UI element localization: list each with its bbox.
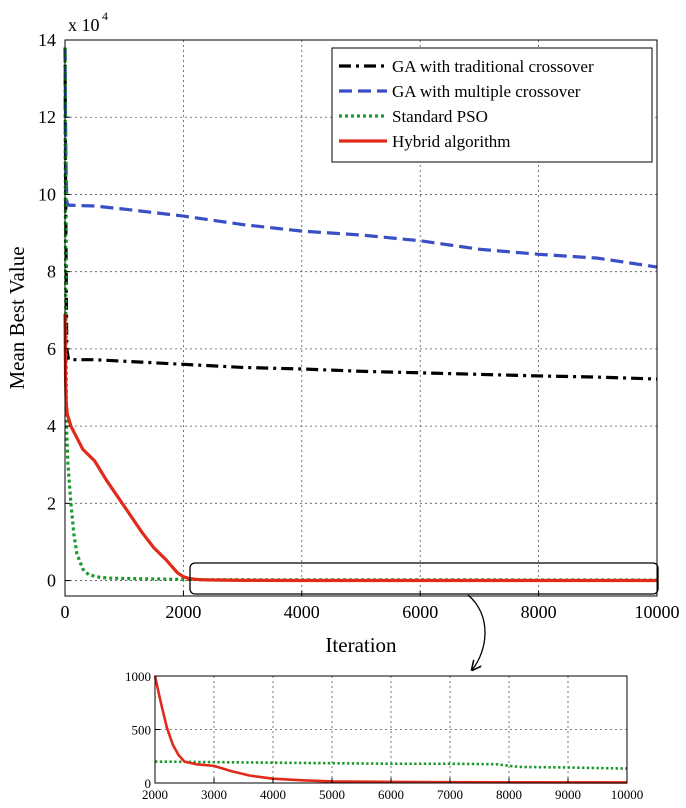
main-x-tick-label: 8000 [521, 602, 557, 622]
main-y-ticks: 0 2 4 6 8 10 12 14 [38, 30, 70, 591]
main-x-ticks: 0 2000 4000 6000 8000 10000 [61, 591, 680, 622]
inset-x-tick-label: 6000 [378, 787, 404, 802]
main-series-hybrid-algorithm [63, 314, 657, 583]
inset-x-tick-label: 5000 [319, 787, 345, 802]
main-y-tick-label: 14 [38, 30, 56, 50]
inset-chart: 2000 3000 4000 5000 6000 7000 8000 9000 10000 0 5… [125, 669, 643, 802]
inset-grid [155, 676, 627, 783]
main-x-tick-label: 6000 [402, 602, 438, 622]
main-series-ga-with-multiple-crossover [63, 47, 658, 269]
inset-x-tick-label: 7000 [437, 787, 463, 802]
inset-x-tick-label: 10000 [611, 787, 644, 802]
x-axis-label: Iteration [325, 633, 397, 657]
main-y-tick-label: 8 [47, 262, 56, 282]
inset-y-tick-label: 0 [145, 776, 152, 791]
inset-x-tick-label: 3000 [201, 787, 227, 802]
inset-y-tick-label: 500 [132, 723, 152, 738]
inset-x-tick-label: 9000 [555, 787, 581, 802]
main-y-tick-label: 2 [47, 493, 56, 513]
zoom-region-box [189, 562, 659, 595]
inset-y-tick-label: 1000 [125, 669, 151, 684]
zoom-arrow [467, 594, 486, 670]
inset-series-line-1 [153, 675, 628, 784]
main-y-tick-label: 4 [47, 416, 56, 436]
legend-label-ga-with-traditional-crossover: GA with traditional crossover [392, 57, 594, 76]
main-x-tick-label: 0 [61, 602, 70, 622]
inset-x-ticks: 2000 3000 4000 5000 6000 7000 8000 9000 10000 [142, 778, 643, 802]
main-y-tick-label: 12 [38, 107, 56, 127]
main-y-tick-label: 0 [47, 571, 56, 591]
legend-label-hybrid-algorithm: Hybrid algorithm [392, 132, 511, 151]
main-series-group [63, 47, 658, 583]
inset-x-tick-label: 2000 [142, 787, 168, 802]
main-y-tick-label: 10 [38, 184, 56, 204]
y-multiplier-exponent: 4 [102, 9, 108, 23]
inset-y-ticks: 0 500 1000 [125, 669, 160, 791]
main-x-tick-label: 4000 [284, 602, 320, 622]
y-axis-label: Mean Best Value [5, 246, 29, 389]
legend: GA with traditional crossover GA with mul… [331, 47, 653, 163]
legend-label-standard-pso: Standard PSO [392, 107, 488, 126]
main-x-tick-label: 2000 [165, 602, 201, 622]
main-x-tick-label: 10000 [635, 602, 680, 622]
main-y-tick-label: 6 [47, 339, 56, 359]
main-plot-frame [64, 39, 658, 597]
inset-x-tick-label: 4000 [260, 787, 286, 802]
inset-x-tick-label: 8000 [496, 787, 522, 802]
legend-label-ga-with-multiple-crossover: GA with multiple crossover [392, 82, 581, 101]
legend-box [331, 47, 653, 163]
y-multiplier-label: x 10 [68, 15, 100, 35]
inset-series-group [153, 675, 628, 784]
inset-series-line-0 [154, 760, 628, 770]
